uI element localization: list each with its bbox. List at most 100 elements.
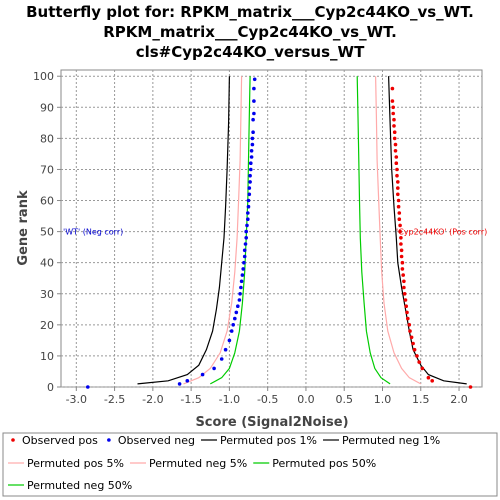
observed-pos-point xyxy=(403,298,408,302)
observed-pos-point xyxy=(405,310,409,315)
observed-neg-point xyxy=(244,236,248,240)
observed-neg-point xyxy=(249,161,253,165)
y-tick-label: 100 xyxy=(33,70,54,83)
legend-item: Permuted neg 5% xyxy=(129,457,247,470)
observed-neg-point xyxy=(242,248,247,253)
observed-pos-point xyxy=(399,242,403,246)
observed-pos-point xyxy=(393,142,398,147)
observed-neg-point xyxy=(250,136,255,141)
observed-pos-point xyxy=(392,117,396,122)
y-tick-label: 0 xyxy=(47,381,54,394)
observed-pos-point xyxy=(397,217,402,221)
observed-neg-point xyxy=(247,192,252,197)
observed-neg-point xyxy=(237,298,242,302)
permuted-pos-1pct-line xyxy=(388,76,467,385)
observed-neg-point xyxy=(233,316,237,321)
observed-neg-point xyxy=(252,77,257,82)
observed-neg-point xyxy=(227,338,232,343)
observed-neg-point xyxy=(219,357,224,361)
y-axis-label: Gene rank xyxy=(16,190,31,266)
y-tick-label: 30 xyxy=(40,288,54,301)
legend-label: Permuted pos 1% xyxy=(220,434,317,447)
observed-neg-point xyxy=(251,130,255,134)
permuted-pos-50pct-line xyxy=(356,76,391,385)
permuted-neg-5pct-line xyxy=(183,76,243,385)
y-tick-label: 80 xyxy=(40,132,54,145)
x-tick-label: -1.0 xyxy=(219,393,240,406)
observed-neg-point xyxy=(185,379,190,383)
observed-pos-point xyxy=(399,254,404,259)
permuted-neg-50pct-line xyxy=(210,76,251,385)
observed-neg-point xyxy=(251,117,255,122)
observed-pos-point xyxy=(412,347,417,352)
annotation-label: 'WT' (Neg corr) xyxy=(63,228,123,237)
observed-pos-point xyxy=(393,149,398,153)
observed-neg-point xyxy=(231,323,235,327)
observed-neg-point xyxy=(247,186,252,190)
observed-pos-point xyxy=(404,304,409,309)
observed-pos-point xyxy=(396,204,401,209)
legend-item: Permuted neg 1% xyxy=(323,434,440,447)
observed-neg-point xyxy=(177,382,182,386)
observed-neg-point xyxy=(229,329,234,333)
permuted-lines xyxy=(137,76,467,385)
observed-neg-point xyxy=(252,111,256,116)
observed-pos-point xyxy=(430,379,435,383)
x-tick-label: -1.5 xyxy=(180,393,201,406)
observed-neg-point xyxy=(248,173,252,178)
permuted-neg-1pct-line xyxy=(137,76,230,385)
y-tick-label: 70 xyxy=(40,163,54,176)
observed-neg-point xyxy=(239,285,243,290)
observed-neg-point xyxy=(200,372,205,377)
x-tick-label: -2.5 xyxy=(104,393,125,406)
observed-pos-point xyxy=(390,99,395,103)
observed-neg-point xyxy=(86,385,90,389)
observed-pos-point xyxy=(407,323,412,327)
y-tick-label: 90 xyxy=(40,101,54,114)
observed-pos-point xyxy=(402,292,407,296)
observed-neg-point xyxy=(238,292,242,296)
observed-pos-point xyxy=(417,360,422,364)
observed-pos-point xyxy=(409,335,414,340)
observed-neg-point xyxy=(246,204,251,209)
legend-item: Observed pos xyxy=(11,434,98,447)
observed-pos-point xyxy=(402,279,406,284)
legend-label: Permuted pos 5% xyxy=(27,457,124,470)
legend-label: Permuted neg 50% xyxy=(27,479,132,492)
observed-neg-point xyxy=(252,99,256,103)
observed-neg-point xyxy=(246,211,250,215)
observed-pos-point xyxy=(396,192,400,197)
observed-pos-point xyxy=(415,354,419,358)
observed-pos-point xyxy=(402,285,406,290)
legend-item: Permuted pos 1% xyxy=(201,434,317,447)
y-tick-label: 20 xyxy=(40,319,54,332)
x-tick-label: 1.0 xyxy=(374,393,392,406)
observed-neg-point xyxy=(244,229,248,234)
observed-pos-point xyxy=(394,155,399,159)
observed-pos-point xyxy=(411,341,415,346)
observed-pos-point xyxy=(420,366,425,371)
observed-neg-point xyxy=(245,223,249,228)
observed-pos-point xyxy=(395,167,399,172)
observed-pos-point xyxy=(397,211,402,215)
observed-neg-point xyxy=(252,86,256,91)
y-tick-label: 50 xyxy=(40,226,54,239)
legend-box xyxy=(2,432,498,497)
observed-pos-point xyxy=(399,248,404,253)
observed-pos-point xyxy=(390,86,395,91)
observed-neg-point xyxy=(249,167,253,172)
observed-neg-point xyxy=(240,273,245,277)
observed-neg-point xyxy=(241,267,245,271)
legend-label: Permuted neg 5% xyxy=(149,457,247,470)
observed-pos-point xyxy=(394,161,399,165)
legend-item: Observed neg xyxy=(107,434,195,447)
observed-pos-point xyxy=(392,130,397,134)
observed-points xyxy=(86,77,473,389)
observed-pos-point xyxy=(406,316,410,321)
observed-pos-point xyxy=(468,385,473,389)
observed-pos-point xyxy=(399,236,403,240)
observed-pos-point xyxy=(408,329,412,333)
annotations: 'WT' (Neg corr) 'Cyp2c44KO' (Pos corr) xyxy=(63,228,487,237)
observed-pos-point xyxy=(396,186,400,190)
observed-pos-series xyxy=(390,86,473,389)
